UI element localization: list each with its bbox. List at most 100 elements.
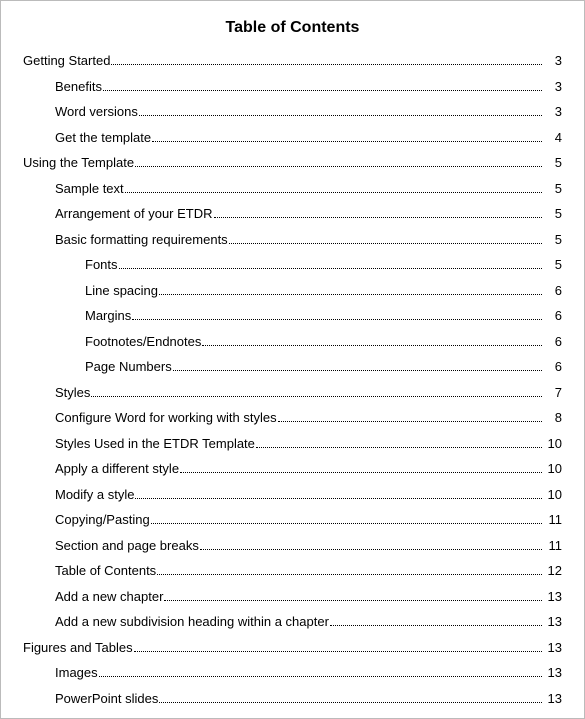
toc-leader	[111, 64, 542, 65]
toc-leader	[173, 370, 542, 371]
toc-leader	[202, 345, 542, 346]
toc-entry: Configure Word for working with styles 8	[23, 410, 562, 425]
toc-leader	[91, 396, 542, 397]
toc-entry: Styles7	[23, 385, 562, 400]
toc-entry-page: 10	[544, 436, 562, 451]
toc-entry-page: 5	[544, 181, 562, 196]
toc-leader	[103, 90, 542, 91]
toc-entry-label: Get the template	[55, 130, 151, 145]
toc-entry-page: 5	[544, 257, 562, 272]
toc-leader	[330, 625, 542, 626]
toc-entry-page: 6	[544, 334, 562, 349]
toc-leader	[278, 421, 542, 422]
toc-entry: Basic formatting requirements 5	[23, 232, 562, 247]
toc-entry-label: Word versions	[55, 104, 138, 119]
toc-entry: Footnotes/Endnotes 6	[23, 334, 562, 349]
toc-entry: Using the Template 5	[23, 155, 562, 170]
toc-entry-label: Getting Started	[23, 53, 110, 68]
toc-entry: Page Numbers 6	[23, 359, 562, 374]
toc-leader	[99, 676, 542, 677]
toc-entry-label: Arrangement of your ETDR	[55, 206, 213, 221]
toc-entry-label: Sample text	[55, 181, 124, 196]
toc-entry: Apply a different style 10	[23, 461, 562, 476]
toc-entry-page: 4	[544, 130, 562, 145]
toc-entry: Add a new subdivision heading within a c…	[23, 614, 562, 629]
toc-entry-page: 6	[544, 308, 562, 323]
toc-entry-page: 8	[544, 410, 562, 425]
toc-entry-label: Styles	[55, 385, 90, 400]
table-of-contents: Getting Started3Benefits3Word versions3G…	[23, 53, 562, 706]
toc-entry-page: 13	[544, 589, 562, 604]
toc-entry-label: Images	[55, 665, 98, 680]
toc-entry-label: Benefits	[55, 79, 102, 94]
toc-entry-label: Page Numbers	[85, 359, 172, 374]
toc-leader	[157, 574, 542, 575]
toc-entry-label: Line spacing	[85, 283, 158, 298]
toc-leader	[229, 243, 542, 244]
toc-entry-label: Table of Contents	[55, 563, 156, 578]
toc-entry-page: 13	[544, 691, 562, 706]
toc-entry-page: 13	[544, 665, 562, 680]
toc-entry-label: Footnotes/Endnotes	[85, 334, 201, 349]
toc-entry-page: 13	[544, 640, 562, 655]
toc-leader	[159, 702, 542, 703]
toc-leader	[132, 319, 542, 320]
toc-entry: Getting Started 3	[23, 53, 562, 68]
toc-leader	[152, 141, 542, 142]
toc-entry: Figures and Tables 13	[23, 640, 562, 655]
toc-entry-page: 3	[544, 79, 562, 94]
toc-leader	[151, 523, 542, 524]
toc-leader	[256, 447, 542, 448]
toc-entry: Word versions 3	[23, 104, 562, 119]
toc-entry: Margins 6	[23, 308, 562, 323]
toc-entry: Copying/Pasting 11	[23, 512, 562, 527]
toc-entry-label: Basic formatting requirements	[55, 232, 228, 247]
toc-entry: Section and page breaks 11	[23, 538, 562, 553]
toc-entry-label: PowerPoint slides	[55, 691, 158, 706]
toc-entry-label: Fonts	[85, 257, 118, 272]
toc-leader	[180, 472, 542, 473]
toc-entry: Table of Contents 12	[23, 563, 562, 578]
toc-entry: Fonts 5	[23, 257, 562, 272]
toc-entry-page: 5	[544, 155, 562, 170]
toc-entry: Sample text 5	[23, 181, 562, 196]
toc-entry: Get the template 4	[23, 130, 562, 145]
toc-entry-label: Using the Template	[23, 155, 134, 170]
toc-entry-page: 6	[544, 359, 562, 374]
toc-entry-label: Configure Word for working with styles	[55, 410, 277, 425]
toc-entry-label: Section and page breaks	[55, 538, 199, 553]
toc-entry-page: 5	[544, 232, 562, 247]
toc-entry: Line spacing 6	[23, 283, 562, 298]
toc-entry: Modify a style 10	[23, 487, 562, 502]
toc-entry-page: 11	[544, 538, 562, 553]
toc-entry-label: Margins	[85, 308, 131, 323]
toc-entry-page: 12	[544, 563, 562, 578]
toc-leader	[125, 192, 542, 193]
toc-entry-label: Copying/Pasting	[55, 512, 150, 527]
toc-leader	[159, 294, 542, 295]
toc-entry-page: 10	[544, 461, 562, 476]
toc-leader	[139, 115, 542, 116]
toc-entry: Styles Used in the ETDR Template 10	[23, 436, 562, 451]
toc-leader	[200, 549, 542, 550]
toc-entry-page: 10	[544, 487, 562, 502]
toc-entry: PowerPoint slides 13	[23, 691, 562, 706]
toc-entry-page: 3	[544, 53, 562, 68]
toc-entry-page: 11	[544, 512, 562, 527]
toc-leader	[135, 498, 542, 499]
toc-leader	[164, 600, 542, 601]
toc-leader	[135, 166, 542, 167]
page-title: Table of Contents	[23, 19, 562, 37]
toc-entry-label: Apply a different style	[55, 461, 179, 476]
toc-entry-page: 3	[544, 104, 562, 119]
toc-entry: Add a new chapter13	[23, 589, 562, 604]
toc-entry: Benefits 3	[23, 79, 562, 94]
toc-entry-page: 6	[544, 283, 562, 298]
toc-entry-label: Styles Used in the ETDR Template	[55, 436, 255, 451]
toc-entry-label: Modify a style	[55, 487, 134, 502]
toc-leader	[134, 651, 542, 652]
toc-leader	[119, 268, 542, 269]
toc-entry: Arrangement of your ETDR5	[23, 206, 562, 221]
toc-entry-label: Add a new subdivision heading within a c…	[55, 614, 329, 629]
toc-entry-label: Figures and Tables	[23, 640, 133, 655]
